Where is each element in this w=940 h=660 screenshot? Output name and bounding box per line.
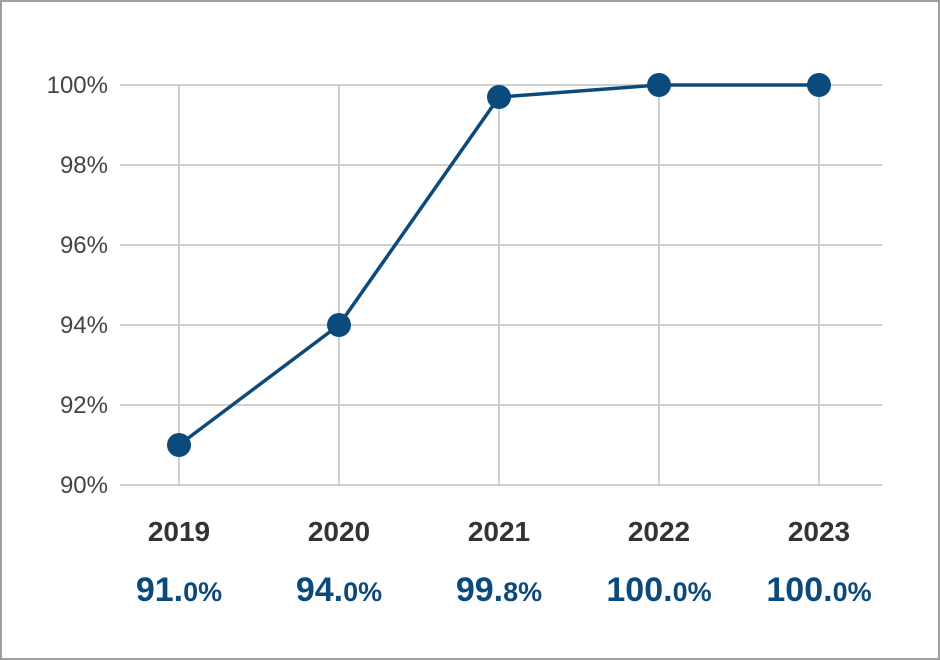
value-labels: 91.0% 94.0% 99.8% 100.0% 100.0%: [136, 571, 872, 609]
value-label: 100.0%: [606, 571, 711, 609]
x-tick-label: 2021: [468, 516, 530, 547]
data-point-marker: [327, 313, 351, 337]
y-axis-ticks: 90% 92% 94% 96% 98% 100%: [47, 72, 108, 499]
data-point-marker: [487, 85, 511, 109]
data-point-marker: [807, 73, 831, 97]
x-tick-label: 2020: [308, 516, 370, 547]
x-tick-label: 2022: [628, 516, 690, 547]
value-label: 91.0%: [136, 571, 222, 609]
x-axis-labels: 2019 2020 2021 2022 2023: [148, 516, 850, 547]
series-line: [167, 73, 831, 457]
y-tick-label: 100%: [47, 72, 108, 99]
y-tick-label: 96%: [60, 232, 108, 259]
x-tick-label: 2023: [788, 516, 850, 547]
y-tick-label: 98%: [60, 152, 108, 179]
data-point-marker: [647, 73, 671, 97]
y-tick-label: 92%: [60, 392, 108, 419]
value-label: 99.8%: [456, 571, 542, 609]
y-tick-label: 90%: [60, 472, 108, 499]
grid-lines: [120, 84, 882, 486]
y-tick-label: 94%: [60, 312, 108, 339]
value-label: 100.0%: [766, 571, 871, 609]
data-point-marker: [167, 433, 191, 457]
x-tick-label: 2019: [148, 516, 210, 547]
value-label: 94.0%: [296, 571, 382, 609]
